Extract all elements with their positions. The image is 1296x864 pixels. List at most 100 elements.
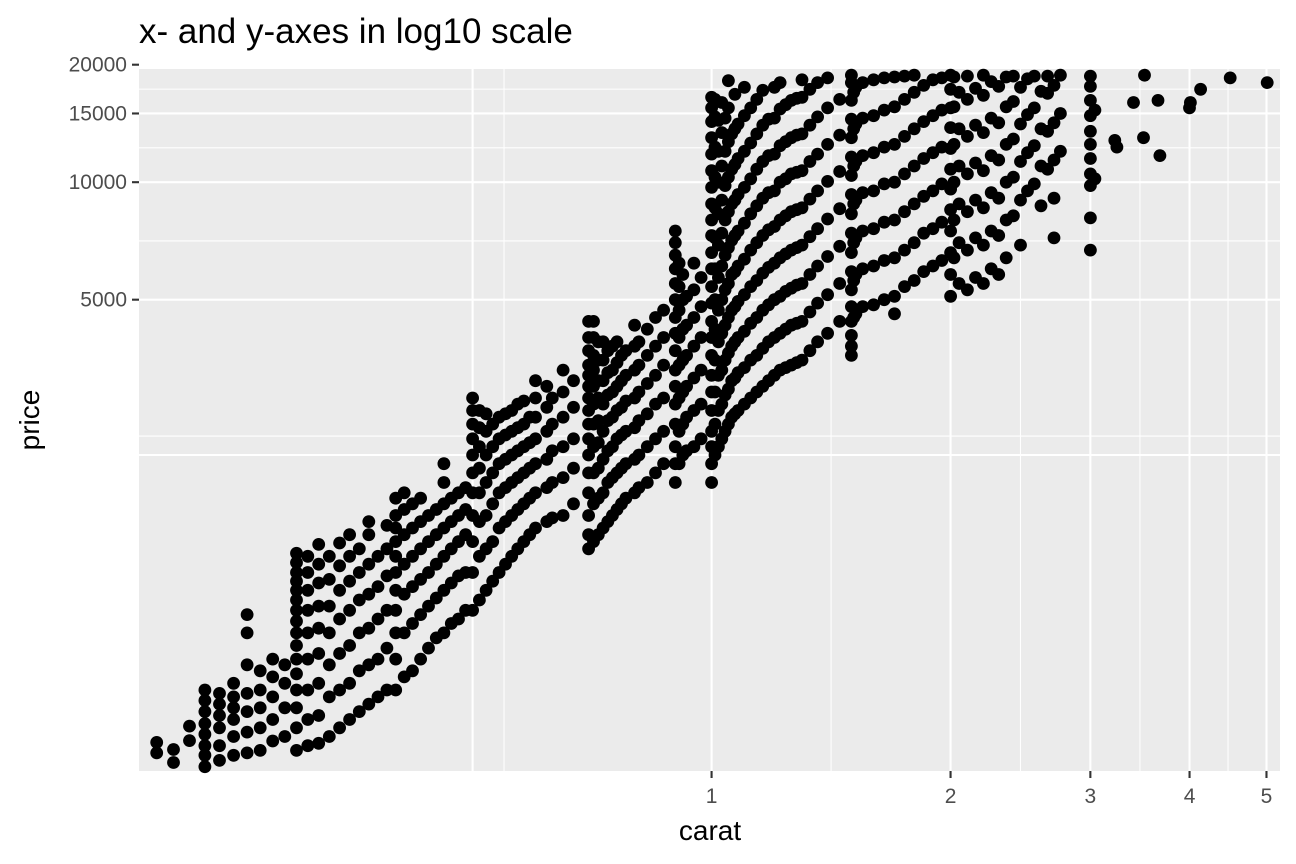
data-point	[898, 243, 911, 257]
data-point	[422, 566, 435, 579]
data-point	[640, 407, 654, 421]
data-point	[343, 549, 356, 563]
data-point	[1027, 139, 1041, 153]
data-point	[944, 224, 957, 238]
data-point	[389, 535, 403, 548]
data-point	[567, 374, 580, 388]
data-point	[821, 288, 834, 302]
data-point	[977, 238, 990, 252]
data-point	[969, 156, 982, 170]
data-point	[198, 739, 212, 753]
data-point	[1007, 170, 1020, 184]
data-point	[343, 603, 356, 617]
data-point	[529, 432, 542, 446]
data-point	[715, 363, 729, 377]
data-point	[380, 641, 394, 655]
data-point	[712, 303, 725, 317]
data-point	[213, 687, 226, 700]
data-point	[397, 626, 411, 640]
data-point	[999, 251, 1013, 265]
data-point	[795, 238, 809, 252]
data-point	[992, 153, 1006, 167]
data-point	[362, 697, 376, 711]
data-point	[845, 207, 858, 221]
data-point	[414, 608, 427, 621]
data-point	[591, 436, 605, 450]
data-point	[312, 736, 326, 750]
data-point	[811, 184, 824, 198]
data-point	[333, 583, 346, 597]
data-point	[290, 603, 303, 617]
data-point	[371, 549, 385, 563]
data-point	[952, 236, 966, 250]
data-point	[687, 256, 701, 270]
data-point	[1014, 80, 1027, 94]
data-point	[811, 147, 824, 161]
data-point	[738, 80, 751, 94]
data-point	[821, 326, 834, 340]
data-point	[198, 748, 212, 762]
data-point	[610, 335, 624, 349]
data-point	[290, 583, 303, 597]
data-point	[545, 391, 559, 405]
data-point	[301, 566, 315, 579]
data-point	[371, 612, 385, 626]
data-point	[1014, 193, 1027, 207]
data-point	[1014, 117, 1027, 131]
data-point	[198, 683, 212, 697]
data-point	[708, 353, 722, 367]
data-point	[343, 676, 356, 690]
data-point	[947, 138, 961, 151]
data-point	[1084, 138, 1097, 151]
data-point	[362, 515, 376, 528]
data-point	[795, 90, 809, 104]
data-point	[380, 542, 394, 556]
data-point	[821, 101, 834, 115]
data-point	[240, 705, 254, 718]
data-point	[649, 368, 662, 382]
data-point	[266, 670, 280, 684]
data-point	[867, 222, 880, 236]
data-point	[473, 461, 486, 475]
data-point	[715, 193, 729, 207]
data-point	[486, 535, 500, 548]
data-point	[1027, 69, 1041, 83]
data-point	[917, 79, 931, 92]
data-point	[322, 549, 336, 563]
data-point	[680, 379, 693, 393]
data-point	[1047, 231, 1061, 245]
data-point	[694, 331, 708, 344]
data-point	[821, 212, 834, 226]
y-tick-label: 10000	[69, 171, 127, 194]
data-point	[722, 74, 735, 88]
data-point	[352, 664, 366, 678]
data-point	[278, 730, 292, 743]
data-point	[1084, 124, 1097, 138]
data-point	[811, 110, 824, 124]
data-point	[947, 251, 961, 265]
data-point	[333, 612, 346, 626]
data-point	[668, 440, 682, 454]
data-point	[213, 739, 226, 753]
data-point	[907, 236, 921, 250]
data-point	[240, 626, 254, 640]
data-point	[935, 254, 949, 267]
data-point	[907, 122, 921, 136]
data-point	[352, 705, 366, 718]
data-point	[406, 549, 419, 563]
data-point	[429, 557, 443, 571]
data-point	[587, 363, 600, 377]
data-point	[657, 457, 670, 471]
data-point	[795, 127, 809, 141]
data-point	[1260, 76, 1274, 89]
data-point	[322, 690, 336, 704]
data-point	[821, 175, 834, 188]
data-point	[301, 652, 315, 666]
data-point	[898, 130, 911, 143]
data-point	[1110, 140, 1124, 154]
data-point	[389, 652, 403, 666]
data-point	[278, 701, 292, 715]
data-point	[301, 683, 315, 697]
data-point	[278, 676, 292, 690]
data-point	[529, 521, 542, 535]
